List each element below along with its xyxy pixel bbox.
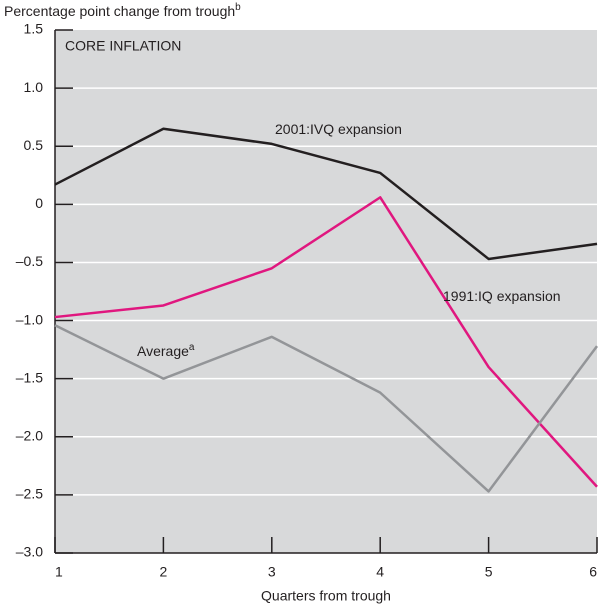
series-line bbox=[54, 324, 599, 493]
y-tick-label: 1.5 bbox=[24, 21, 44, 37]
series-label-text: Average bbox=[137, 343, 189, 359]
y-axis-label-text: Percentage point change from trough bbox=[4, 3, 235, 19]
x-tick-label: 3 bbox=[268, 564, 276, 580]
series-label-text: 2001:IVQ expansion bbox=[275, 121, 402, 137]
y-tick-label: –3.0 bbox=[16, 544, 43, 560]
x-tick-label: 5 bbox=[485, 564, 493, 580]
series-line bbox=[54, 127, 598, 261]
y-tick-label: –1.0 bbox=[16, 311, 43, 327]
y-tick-label: –0.5 bbox=[16, 253, 43, 269]
y-tick-label: –2.0 bbox=[16, 427, 43, 443]
y-tick-label: –1.5 bbox=[16, 369, 43, 385]
x-tick-label: 2 bbox=[160, 564, 168, 580]
y-tick-label: 0.5 bbox=[24, 137, 44, 153]
y-axis-label-note: b bbox=[235, 2, 241, 13]
series-label: 1991:IQ expansion bbox=[443, 288, 561, 304]
series-label-note: a bbox=[189, 342, 195, 353]
series-label: 2001:IVQ expansion bbox=[275, 121, 402, 137]
x-tick-label: 4 bbox=[376, 564, 384, 580]
chart-title: CORE INFLATION bbox=[65, 38, 181, 54]
x-axis-label: Quarters from trough bbox=[261, 588, 391, 604]
y-tick-label: 1.0 bbox=[24, 79, 44, 95]
series-label-text: 1991:IQ expansion bbox=[443, 288, 561, 304]
x-tick-label: 6 bbox=[589, 564, 597, 580]
y-tick-label: –2.5 bbox=[16, 486, 43, 502]
y-tick-label: 0 bbox=[35, 195, 43, 211]
y-axis-label: Percentage point change from troughb bbox=[4, 2, 241, 19]
series-line bbox=[54, 196, 598, 488]
series-label: Averagea bbox=[137, 342, 195, 359]
x-tick-label: 1 bbox=[55, 564, 63, 580]
